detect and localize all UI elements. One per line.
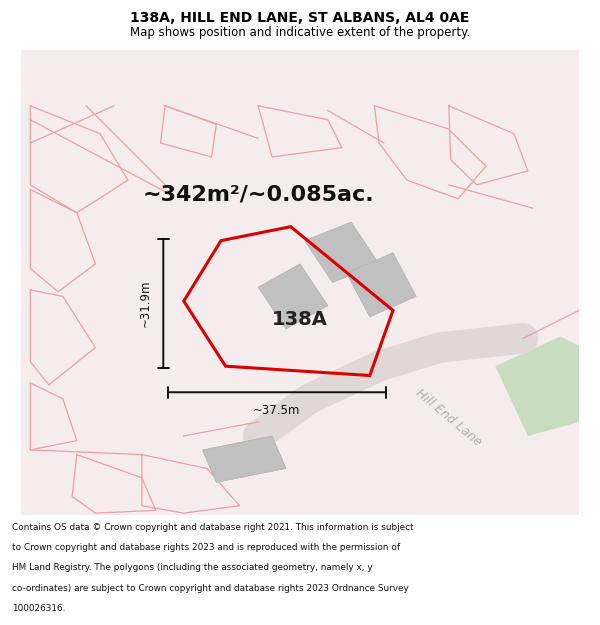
Text: ~37.5m: ~37.5m bbox=[253, 404, 301, 418]
Text: Hill End Lane: Hill End Lane bbox=[413, 386, 484, 449]
Text: 138A: 138A bbox=[272, 310, 328, 329]
Text: ~31.9m: ~31.9m bbox=[139, 279, 152, 327]
Polygon shape bbox=[347, 253, 416, 317]
Text: 138A, HILL END LANE, ST ALBANS, AL4 0AE: 138A, HILL END LANE, ST ALBANS, AL4 0AE bbox=[130, 11, 470, 25]
Text: Contains OS data © Crown copyright and database right 2021. This information is : Contains OS data © Crown copyright and d… bbox=[12, 522, 413, 532]
Text: ~342m²/~0.085ac.: ~342m²/~0.085ac. bbox=[142, 184, 374, 204]
Text: co-ordinates) are subject to Crown copyright and database rights 2023 Ordnance S: co-ordinates) are subject to Crown copyr… bbox=[12, 584, 409, 592]
Polygon shape bbox=[202, 436, 286, 482]
Text: 100026316.: 100026316. bbox=[12, 604, 65, 613]
Polygon shape bbox=[305, 222, 379, 282]
Text: HM Land Registry. The polygons (including the associated geometry, namely x, y: HM Land Registry. The polygons (includin… bbox=[12, 563, 373, 572]
Text: to Crown copyright and database rights 2023 and is reproduced with the permissio: to Crown copyright and database rights 2… bbox=[12, 543, 400, 552]
Polygon shape bbox=[258, 264, 328, 329]
Polygon shape bbox=[496, 336, 579, 436]
Text: Map shows position and indicative extent of the property.: Map shows position and indicative extent… bbox=[130, 26, 470, 39]
